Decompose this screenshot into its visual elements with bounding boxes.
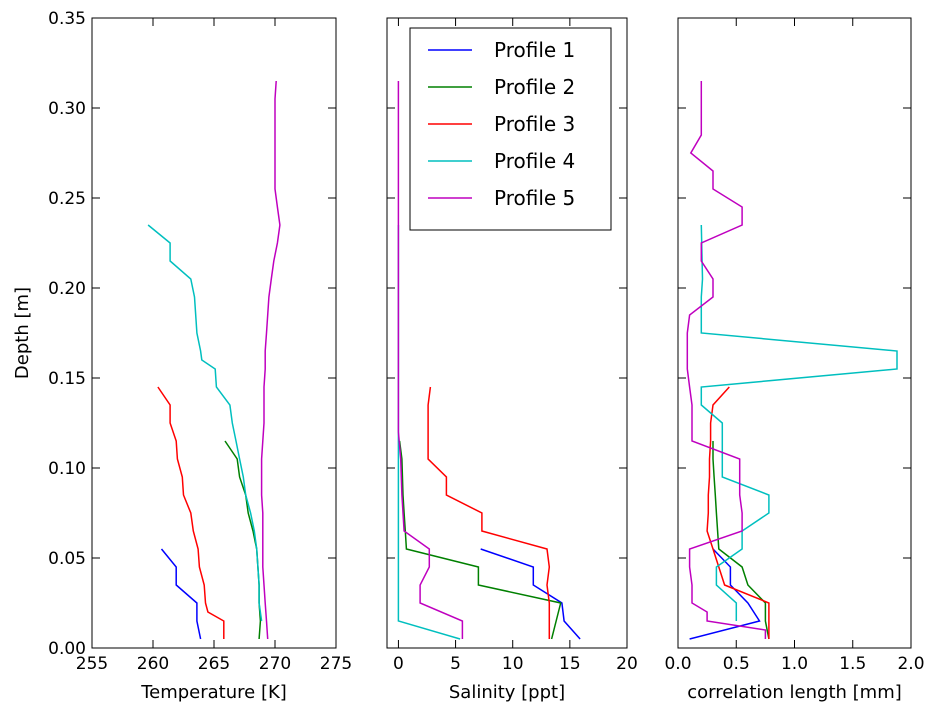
x-tick-label: 15: [559, 654, 581, 674]
x-tick-label: 2.0: [897, 654, 924, 674]
x-tick-label: 0.0: [664, 654, 691, 674]
series-line-profile-3: [427, 386, 551, 639]
x-axis-label: Salinity [ppt]: [449, 682, 565, 703]
series-line-profile-5: [397, 81, 464, 639]
figure-ylabel: Depth [m]: [12, 287, 33, 379]
legend: Profile 1 Profile 2 Profile 3 Profile 4 Prof…: [409, 27, 612, 231]
series-line-profile-5: [260, 80, 281, 640]
x-tick-label: 1.0: [781, 654, 808, 674]
x-tick-label: 255: [76, 654, 108, 674]
legend-label-profile-5: Profile 5: [494, 186, 575, 210]
series-line-profile-3: [706, 386, 770, 639]
series-line-profile-2: [712, 441, 770, 640]
y-tick-label: 0.15: [48, 369, 86, 389]
series-line-profile-1: [689, 548, 761, 640]
x-axis-label: correlation length [mm]: [687, 682, 902, 703]
x-tick-label: 275: [320, 654, 352, 674]
legend-label-profile-4: Profile 4: [494, 149, 575, 173]
plot-frame: [386, 17, 628, 649]
x-axis-label: Temperature [K]: [140, 682, 287, 703]
x-tick-label: 0.5: [723, 654, 750, 674]
y-tick-label: 0.05: [48, 549, 86, 569]
series-line-profile-1: [160, 548, 202, 640]
y-tick-label: 0.00: [48, 639, 86, 659]
series-line-profile-3: [157, 386, 225, 639]
panel-3: 0.0 0.5 1.0 1.5 2.0 correlation length [mm]: [664, 17, 925, 703]
legend-label-profile-2: Profile 2: [494, 75, 575, 99]
x-tick-label: 5: [450, 654, 461, 674]
y-tick-label: 0.35: [48, 9, 86, 29]
series-line-profile-4: [147, 224, 263, 622]
legend-label-profile-1: Profile 1: [494, 38, 575, 62]
x-tick-label: 270: [259, 654, 291, 674]
legend-label-profile-3: Profile 3: [494, 112, 575, 136]
x-tick-label: 0: [393, 654, 404, 674]
series-line-profile-2: [398, 440, 562, 640]
x-tick-label: 265: [198, 654, 230, 674]
series-line-profile-4: [700, 224, 898, 621]
y-tick-label: 0.25: [48, 189, 86, 209]
plot-frame: [91, 17, 337, 649]
y-tick-label: 0.10: [48, 459, 86, 479]
series-line-profile-5: [686, 81, 767, 639]
plot-frame: [677, 17, 912, 649]
series-line-profile-1: [480, 548, 581, 640]
x-tick-label: 1.5: [839, 654, 866, 674]
panel-2: 0 5 10 15 20 Salinity [ppt] Profile 1 Profile 2…: [386, 17, 638, 703]
x-tick-label: 20: [616, 654, 638, 674]
x-tick-label: 10: [502, 654, 524, 674]
x-tick-label: 260: [137, 654, 169, 674]
y-tick-label: 0.20: [48, 279, 86, 299]
legend-box: [409, 27, 612, 231]
y-tick-label: 0.30: [48, 99, 86, 119]
series-line-profile-4: [397, 225, 461, 640]
panel-1: 255 260 265 270 275 0.00 0.05 0.10 0.15 0.20 0.25 0…: [48, 9, 352, 703]
